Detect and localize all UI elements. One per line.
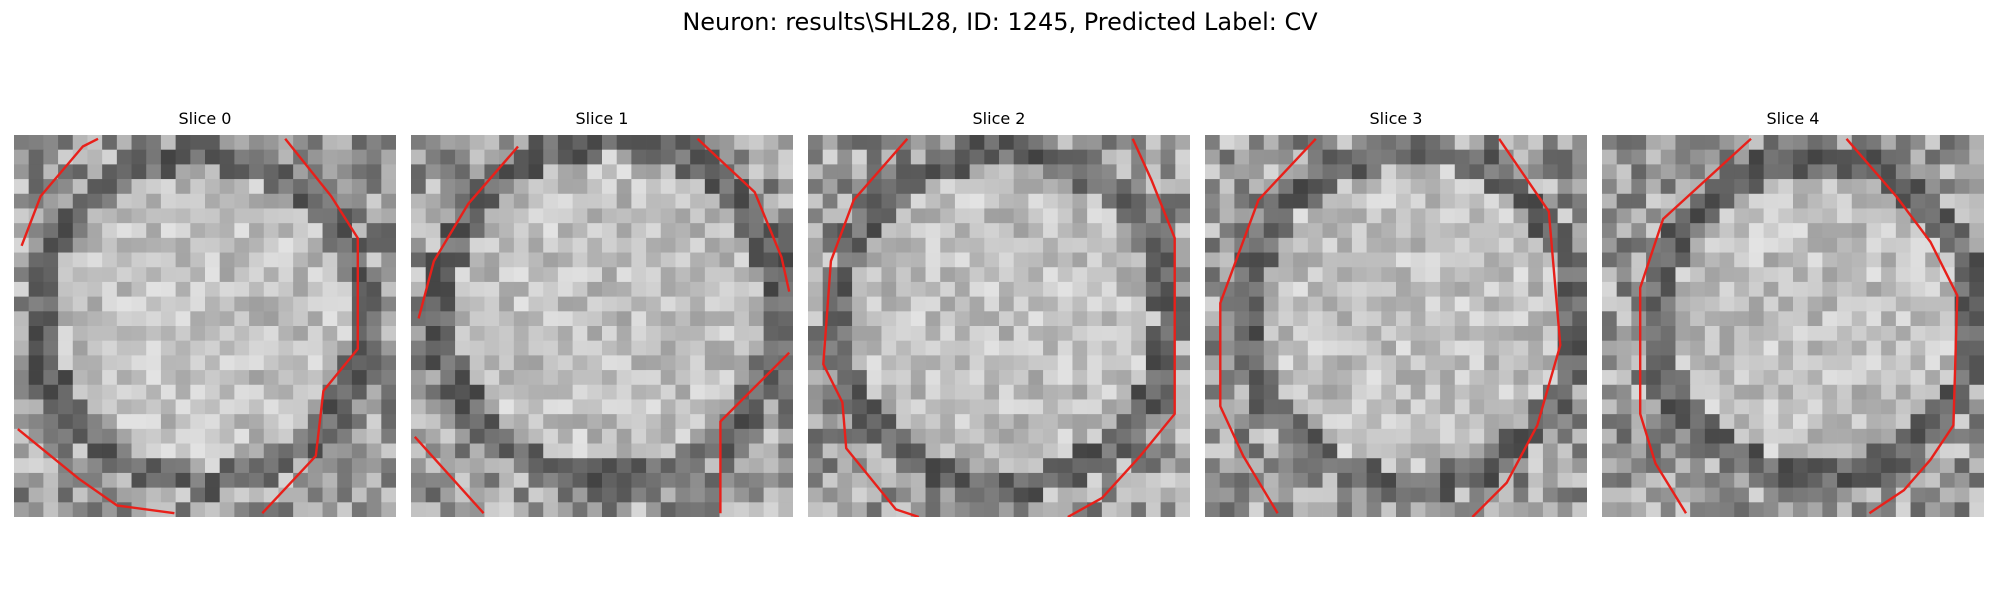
contour-line <box>1067 138 1176 517</box>
contour-line <box>20 137 99 247</box>
slice-panel-4: Slice 4 <box>1602 108 1984 517</box>
slice-title-1: Slice 1 <box>575 109 629 128</box>
slice-image-3 <box>1205 135 1587 517</box>
slice-image-1 <box>411 135 793 517</box>
slice-panel-2: Slice 2 <box>808 108 1190 517</box>
slice-title-2: Slice 2 <box>972 109 1026 128</box>
contour-line <box>417 145 519 319</box>
contour-line <box>261 138 359 515</box>
figure-title: Neuron: results\SHL28, ID: 1245, Predict… <box>682 8 1318 36</box>
slice-image-0 <box>14 135 396 517</box>
slice-panel-3: Slice 3 <box>1205 108 1587 517</box>
contour-line <box>413 435 485 515</box>
contour-line <box>1219 137 1317 514</box>
contour-line <box>17 428 175 515</box>
contour-line <box>1471 138 1562 517</box>
slice-image-4 <box>1602 135 1984 517</box>
slice-title-4: Slice 4 <box>1766 109 1820 128</box>
slice-image-2 <box>808 135 1190 517</box>
slice-panel-0: Slice 0 <box>14 108 396 517</box>
slice-title-0: Slice 0 <box>178 109 232 128</box>
contour-line <box>719 351 791 514</box>
contour-line <box>1639 137 1752 514</box>
slice-title-3: Slice 3 <box>1369 109 1423 128</box>
contour-line <box>822 138 920 517</box>
contour-line <box>696 137 791 292</box>
contour-line <box>1845 138 1959 515</box>
slice-panel-1: Slice 1 <box>411 108 793 517</box>
